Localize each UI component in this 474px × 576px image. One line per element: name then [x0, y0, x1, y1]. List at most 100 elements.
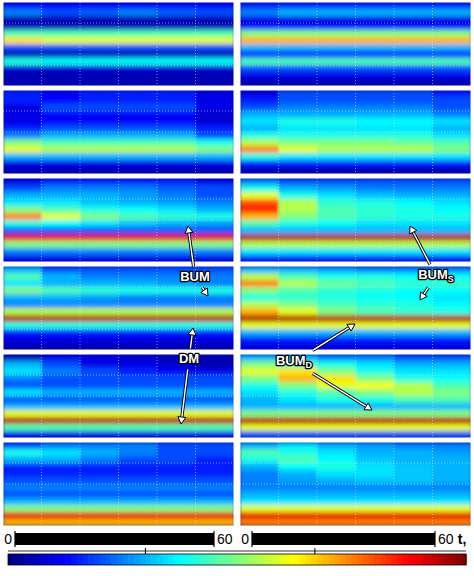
heat-cell [196, 178, 235, 186]
heat-cell [279, 463, 318, 471]
heat-cell [394, 354, 433, 362]
colorbar-segment [128, 554, 134, 565]
annotation-label: BUMS [418, 267, 454, 284]
grid-line [118, 266, 119, 350]
heat-cell [42, 512, 81, 520]
colorbar-segment [25, 554, 31, 565]
colorbar-segment [100, 554, 106, 565]
heat-cell [279, 111, 318, 119]
heat-cell [42, 294, 81, 302]
colorbar-segment [54, 554, 60, 565]
heat-cell [3, 505, 42, 513]
panel-cells [3, 354, 234, 438]
heat-cell [240, 206, 279, 214]
grid-line [80, 178, 81, 262]
heat-cell [3, 417, 42, 425]
heat-cell [42, 90, 81, 98]
heat-cell [196, 329, 235, 337]
grid-line [3, 111, 234, 112]
heat-cell [394, 456, 433, 464]
heat-cell [3, 361, 42, 369]
colorbar-segment [163, 554, 169, 565]
heat-cell [317, 146, 356, 154]
heat-cell [279, 234, 318, 242]
heat-cell [119, 58, 158, 66]
heat-cell [119, 266, 158, 274]
heat-cell [80, 167, 119, 174]
heat-cell [433, 417, 472, 425]
colorbar-segment [94, 554, 100, 565]
heat-cell [42, 424, 81, 432]
heat-cell [433, 111, 472, 119]
heat-cell [279, 79, 318, 86]
heat-cell [240, 139, 279, 147]
heat-cell [356, 185, 395, 193]
heat-cell [356, 361, 395, 369]
colorbar-segment [397, 554, 403, 565]
heat-cell [119, 227, 158, 235]
heat-cell [196, 396, 235, 404]
annotation-arrowhead [201, 288, 208, 296]
heat-cell [119, 2, 158, 10]
heat-cell [3, 519, 42, 526]
heat-cell [80, 241, 119, 249]
annotation-arrowhead [185, 226, 193, 233]
heat-cell [240, 111, 279, 119]
heat-cell [433, 442, 472, 450]
heat-cell [394, 329, 433, 337]
heat-cell [80, 512, 119, 520]
grid-line [355, 354, 356, 438]
heat-cell [196, 167, 235, 174]
grid-line [80, 2, 81, 86]
heat-cell [3, 375, 42, 383]
heat-cell [240, 234, 279, 242]
heat-cell [157, 442, 196, 450]
heat-cell [433, 90, 472, 98]
heat-cell [356, 382, 395, 390]
heat-cell [394, 139, 433, 147]
heat-cell [3, 79, 42, 86]
heat-cell [3, 512, 42, 520]
heat-cell [317, 519, 356, 526]
heat-cell [157, 9, 196, 17]
heat-cell [157, 505, 196, 513]
heat-cell [240, 167, 279, 174]
heat-cell [119, 403, 158, 411]
heat-cell [80, 315, 119, 323]
heat-cell [394, 343, 433, 350]
colorbar-segment [392, 554, 398, 565]
grid-line [240, 132, 471, 133]
heat-cell [80, 417, 119, 425]
heat-cell [3, 44, 42, 52]
heat-cell [356, 44, 395, 52]
annotation-arrowhead [178, 417, 186, 424]
heat-cell [240, 301, 279, 309]
heat-cell [317, 512, 356, 520]
heat-cell [42, 111, 81, 119]
heat-cell [42, 58, 81, 66]
heat-cell [119, 139, 158, 147]
heat-cell [119, 192, 158, 200]
heat-cell [394, 241, 433, 249]
colorbar-segment [386, 554, 392, 565]
heat-cell [3, 389, 42, 397]
heat-cell [394, 484, 433, 492]
heat-cell [317, 424, 356, 432]
heat-cell [433, 431, 472, 438]
heat-cell [196, 512, 235, 520]
heat-cell [196, 449, 235, 457]
grid-line [355, 266, 356, 350]
heat-cell [279, 343, 318, 350]
colorbar-segment [352, 554, 358, 565]
grid-line [278, 178, 279, 262]
x-tick-label: 0 [4, 531, 12, 547]
heat-cell [157, 410, 196, 418]
heat-cell [157, 125, 196, 133]
colorbar-segment [363, 554, 369, 565]
heat-cell [119, 449, 158, 457]
heat-cell [3, 206, 42, 214]
annotation-text: BUM [276, 353, 306, 368]
heat-cell [42, 431, 81, 438]
heat-cell [3, 442, 42, 450]
heat-cell [157, 192, 196, 200]
